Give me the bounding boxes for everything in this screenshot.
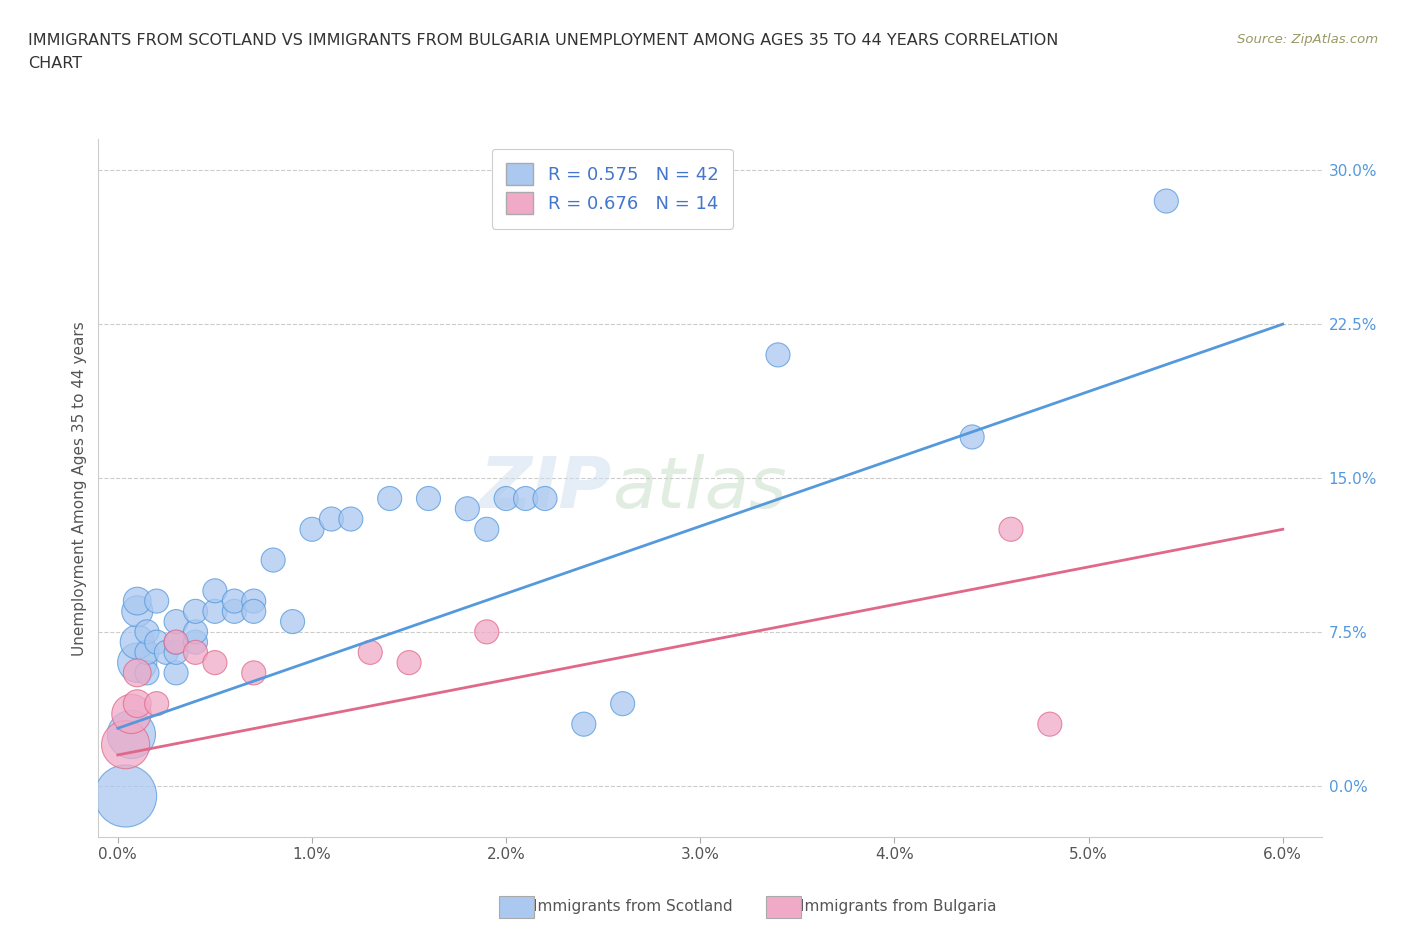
Point bbox=[204, 583, 226, 598]
Point bbox=[1156, 193, 1178, 208]
Point bbox=[340, 512, 363, 526]
Point bbox=[1000, 522, 1022, 537]
Point bbox=[418, 491, 440, 506]
Point bbox=[242, 666, 264, 681]
Point bbox=[398, 656, 420, 671]
Point bbox=[960, 430, 983, 445]
Point bbox=[127, 666, 149, 681]
Point bbox=[572, 717, 595, 732]
Point bbox=[127, 697, 149, 711]
Y-axis label: Unemployment Among Ages 35 to 44 years: Unemployment Among Ages 35 to 44 years bbox=[72, 321, 87, 656]
Text: Source: ZipAtlas.com: Source: ZipAtlas.com bbox=[1237, 33, 1378, 46]
Point bbox=[262, 552, 284, 567]
Point bbox=[359, 644, 381, 659]
Point bbox=[114, 737, 136, 752]
Text: Immigrants from Scotland: Immigrants from Scotland bbox=[533, 899, 733, 914]
Point bbox=[184, 624, 207, 639]
Point bbox=[127, 604, 149, 618]
Legend: R = 0.575   N = 42, R = 0.676   N = 14: R = 0.575 N = 42, R = 0.676 N = 14 bbox=[492, 149, 733, 229]
Point bbox=[136, 666, 159, 681]
Point bbox=[127, 634, 149, 649]
Point bbox=[1039, 717, 1062, 732]
Point bbox=[136, 644, 159, 659]
Point bbox=[184, 604, 207, 618]
Point bbox=[378, 491, 401, 506]
Text: IMMIGRANTS FROM SCOTLAND VS IMMIGRANTS FROM BULGARIA UNEMPLOYMENT AMONG AGES 35 : IMMIGRANTS FROM SCOTLAND VS IMMIGRANTS F… bbox=[28, 33, 1059, 47]
Point bbox=[165, 634, 187, 649]
Point bbox=[136, 624, 159, 639]
Point bbox=[165, 634, 187, 649]
Point bbox=[242, 604, 264, 618]
Point bbox=[145, 634, 167, 649]
Point bbox=[224, 604, 246, 618]
Point bbox=[127, 656, 149, 671]
Point bbox=[114, 789, 136, 804]
Point bbox=[224, 593, 246, 608]
Text: Immigrants from Bulgaria: Immigrants from Bulgaria bbox=[800, 899, 997, 914]
Point bbox=[204, 656, 226, 671]
Point bbox=[242, 593, 264, 608]
Point bbox=[120, 727, 142, 742]
Point bbox=[204, 604, 226, 618]
Point bbox=[475, 624, 498, 639]
Text: CHART: CHART bbox=[28, 56, 82, 71]
Point bbox=[495, 491, 517, 506]
Point bbox=[184, 634, 207, 649]
Point bbox=[281, 614, 304, 629]
Point bbox=[165, 666, 187, 681]
Text: atlas: atlas bbox=[612, 454, 787, 523]
Point bbox=[321, 512, 343, 526]
Point bbox=[766, 348, 789, 363]
Point bbox=[127, 593, 149, 608]
Point bbox=[301, 522, 323, 537]
Point bbox=[534, 491, 557, 506]
Point bbox=[515, 491, 537, 506]
Point bbox=[165, 614, 187, 629]
Point bbox=[145, 593, 167, 608]
Point bbox=[120, 707, 142, 722]
Point bbox=[612, 697, 634, 711]
Point bbox=[456, 501, 478, 516]
Point bbox=[155, 644, 177, 659]
Point bbox=[184, 644, 207, 659]
Text: ZIP: ZIP bbox=[479, 454, 612, 523]
Point bbox=[145, 697, 167, 711]
Point bbox=[165, 644, 187, 659]
Point bbox=[475, 522, 498, 537]
